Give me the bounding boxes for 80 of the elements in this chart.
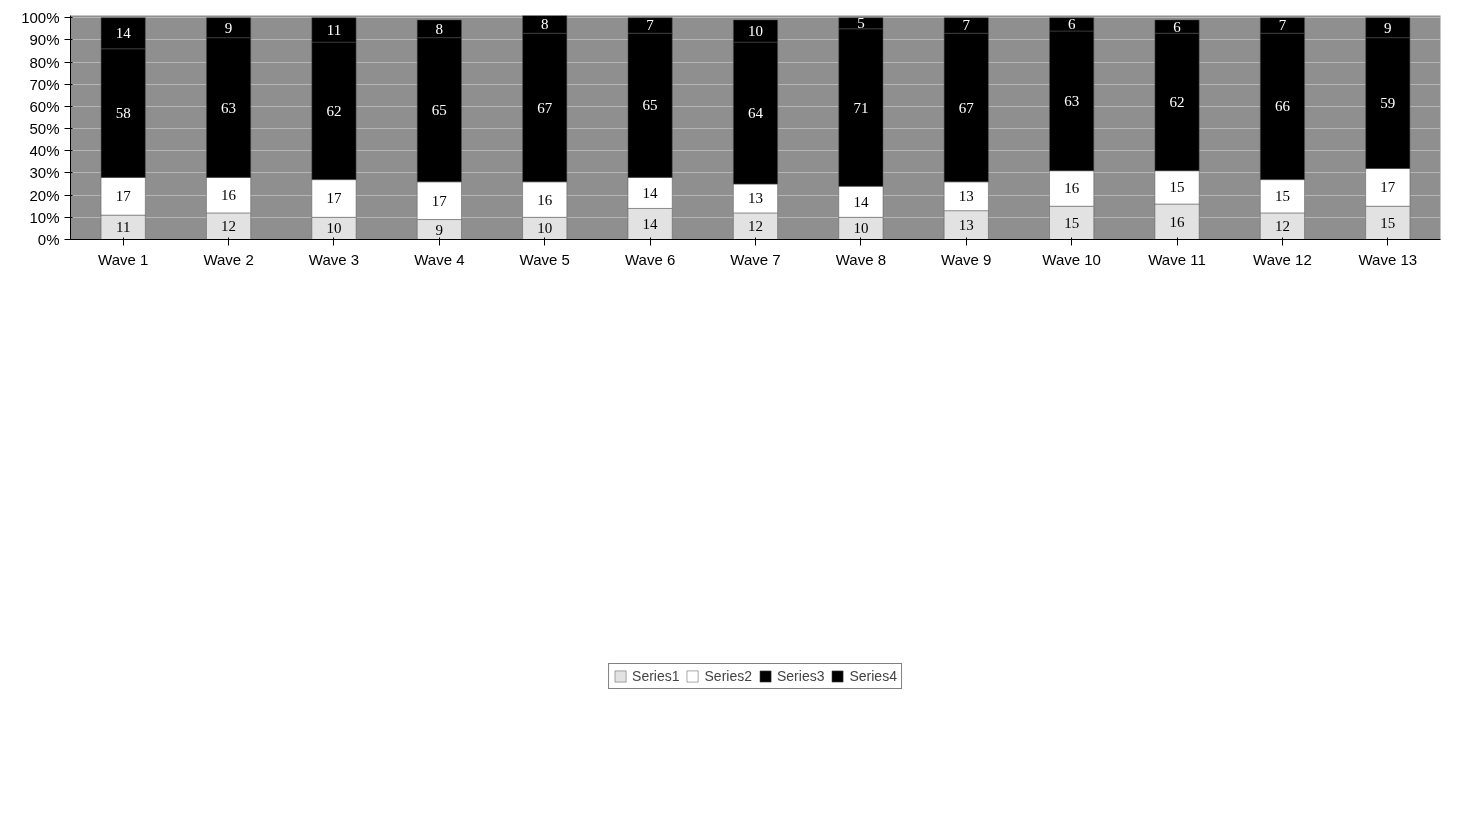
legend-label: Series2: [704, 668, 752, 684]
data-label: 7: [962, 17, 971, 34]
x-tick-label: Wave 9: [941, 250, 992, 268]
x-tick-label: Wave 10: [1042, 250, 1101, 268]
data-label: 11: [115, 219, 131, 236]
data-label: 64: [748, 105, 764, 122]
x-tick-label: Wave 1: [98, 250, 149, 268]
data-label: 15: [1380, 214, 1396, 231]
data-label: 11: [326, 21, 342, 38]
data-label: 62: [326, 102, 342, 119]
data-label: 62: [1169, 94, 1185, 110]
data-label: 5: [857, 15, 865, 32]
data-label: 65: [642, 97, 658, 114]
data-label: 10: [748, 23, 763, 40]
data-label: 14: [115, 25, 132, 42]
data-label: 16: [1169, 213, 1186, 230]
data-label: 12: [1274, 218, 1290, 235]
data-label: 63: [1064, 92, 1080, 109]
data-label: 15: [1064, 214, 1080, 231]
data-label: 17: [115, 188, 132, 205]
data-label: 6: [1173, 18, 1182, 35]
y-tick-label: 50%: [29, 120, 60, 138]
data-label: 16: [221, 187, 237, 204]
x-tick-label: Wave 13: [1358, 250, 1418, 268]
data-label: 17: [1380, 179, 1396, 196]
data-label: 14: [853, 193, 869, 210]
data-label: 15: [1169, 179, 1185, 196]
x-tick-label: Wave 7: [730, 250, 781, 268]
data-label: 13: [748, 190, 763, 207]
legend-label: Series4: [849, 668, 897, 684]
data-label: 10: [326, 220, 342, 237]
x-tick-label: Wave 11: [1148, 250, 1206, 268]
data-label: 63: [221, 99, 237, 116]
y-tick-label: 40%: [29, 142, 60, 160]
x-tick-label: Wave 8: [835, 250, 887, 268]
data-label: 17: [431, 192, 448, 209]
data-label: 7: [646, 17, 655, 34]
data-label: 6: [1067, 16, 1076, 33]
data-label: 16: [537, 191, 553, 208]
data-label: 12: [748, 218, 763, 235]
y-tick-label: 70%: [29, 75, 60, 93]
y-tick-label: 60%: [29, 97, 60, 115]
data-label: 59: [1380, 95, 1396, 112]
x-tick-label: Wave 6: [624, 250, 676, 268]
x-tick-label: Wave 4: [414, 250, 465, 268]
data-label: 66: [1274, 98, 1291, 115]
data-label: 9: [224, 19, 233, 36]
data-label: 9: [1384, 19, 1392, 36]
data-label: 17: [326, 190, 342, 207]
x-tick-label: Wave 5: [519, 250, 570, 268]
y-tick-label: 20%: [29, 186, 60, 204]
data-label: 8: [540, 16, 549, 33]
data-label: 67: [537, 99, 553, 116]
y-tick-label: 100%: [21, 9, 60, 27]
data-label: 10: [853, 220, 869, 237]
y-tick-label: 10%: [29, 208, 60, 226]
data-label: 65: [431, 101, 447, 118]
data-label: 15: [1274, 188, 1290, 205]
data-label: 12: [221, 218, 237, 235]
legend-label: Series3: [777, 668, 825, 684]
x-tick-label: Wave 12: [1253, 250, 1312, 268]
data-label: 71: [853, 99, 869, 116]
data-label: 14: [642, 215, 659, 232]
x-tick-label: Wave 2: [203, 250, 254, 268]
y-tick-label: 30%: [29, 164, 60, 182]
data-label: 9: [435, 221, 444, 238]
legend-label: Series1: [632, 668, 680, 684]
data-label: 67: [958, 99, 975, 116]
data-label: 13: [958, 188, 974, 205]
data-label: 10: [537, 220, 553, 237]
y-tick-label: 0%: [37, 231, 60, 248]
data-label: 14: [642, 184, 659, 201]
data-label: 13: [958, 217, 974, 234]
data-label: 8: [435, 20, 444, 37]
data-label: 58: [115, 105, 131, 122]
y-tick-label: 80%: [29, 53, 60, 71]
y-tick-label: 90%: [29, 31, 60, 49]
x-tick-label: Wave 3: [308, 250, 360, 268]
data-label: 16: [1064, 180, 1080, 197]
data-label: 7: [1278, 17, 1287, 34]
